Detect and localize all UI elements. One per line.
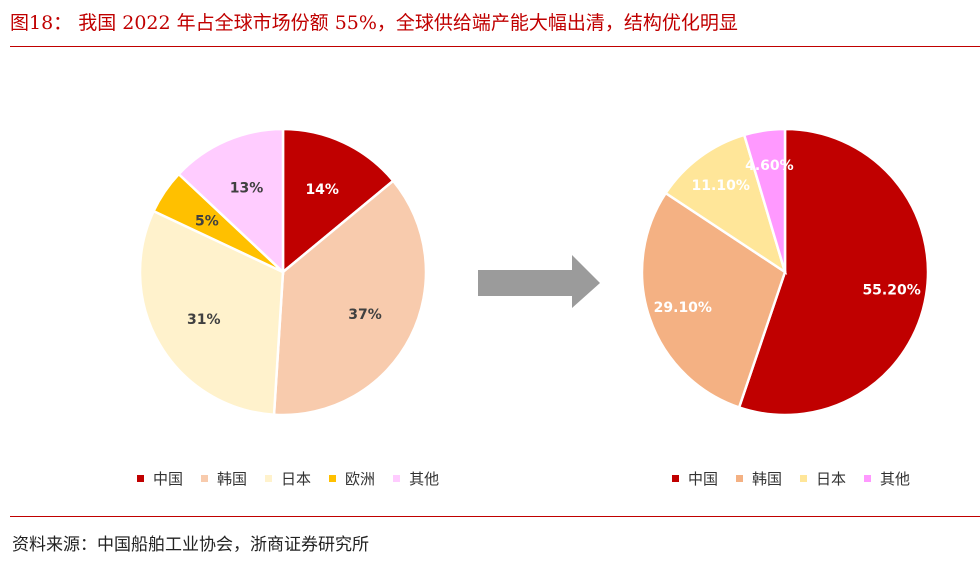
legend-item: 欧洲 — [329, 468, 375, 489]
pie-slice-韩国 — [272, 179, 428, 417]
pie-slice-韩国 — [640, 191, 787, 410]
legend-label: 欧洲 — [345, 470, 376, 488]
legend-label: 中国 — [153, 470, 184, 488]
pie-data-label: 37% — [348, 307, 382, 323]
legend-swatch — [672, 475, 679, 482]
legend-label: 韩国 — [752, 470, 783, 488]
legend-item: 其他 — [393, 468, 439, 489]
legend-label: 中国 — [688, 470, 719, 488]
pie-data-label: 14% — [305, 182, 339, 198]
source-note: 资料来源：中国船舶工业协会，浙商证券研究所 — [12, 535, 369, 555]
legend-label: 其他 — [880, 470, 911, 488]
right-arrow-icon — [478, 255, 600, 308]
pie-data-label: 11.10% — [692, 178, 750, 194]
pie-data-label: 55.20% — [862, 283, 920, 299]
pie-data-label: 13% — [230, 181, 264, 197]
pie-slice-日本 — [138, 209, 285, 417]
pie-data-label: 29.10% — [654, 300, 712, 316]
legend-swatch — [393, 475, 401, 482]
legend-swatch — [265, 475, 273, 482]
footer-divider — [10, 516, 980, 517]
pie-data-label: 4.60% — [745, 158, 794, 174]
legend-swatch — [736, 475, 744, 482]
pie-data-label: 31% — [187, 312, 221, 328]
legend-item: 中国 — [672, 468, 718, 489]
legend-label: 其他 — [409, 470, 440, 488]
legend-swatch — [201, 475, 209, 482]
legend-label: 日本 — [816, 470, 847, 488]
page-title: 图18： 我国 2022 年占全球市场份额 55%，全球供给端产能大幅出清，结构… — [10, 12, 738, 34]
legend-item: 韩国 — [736, 468, 782, 489]
legend-label: 韩国 — [217, 470, 248, 488]
pie-chart-2022: 55.20% 29.10% 11.10% 4.60% — [640, 127, 930, 417]
legend-item: 韩国 — [201, 468, 247, 489]
pie-data-label: 5% — [195, 213, 219, 229]
legend-item: 其他 — [864, 468, 910, 489]
legend-swatch — [864, 475, 872, 482]
legend-swatch — [800, 475, 808, 482]
pie-chart-before: 14% 37% 31% 5% 13% — [138, 127, 428, 417]
legend-2022: 中国 韩国 日本 其他 — [672, 468, 928, 489]
legend-swatch — [329, 475, 337, 482]
pie-slice-日本 — [663, 133, 788, 275]
legend-item: 中国 — [137, 468, 183, 489]
title-divider — [10, 46, 980, 47]
legend-item: 日本 — [800, 468, 846, 489]
pie-slice-其他 — [176, 127, 285, 275]
legend-label: 日本 — [281, 470, 312, 488]
pie-slice-其他 — [742, 127, 787, 273]
legend-before: 中国 韩国 日本 欧洲 其他 — [137, 468, 457, 489]
legend-swatch — [137, 475, 144, 482]
legend-item: 日本 — [265, 468, 311, 489]
pie-slice-中国 — [737, 127, 930, 417]
pie-slice-中国 — [281, 127, 395, 275]
right-arrow-shape — [478, 255, 600, 308]
